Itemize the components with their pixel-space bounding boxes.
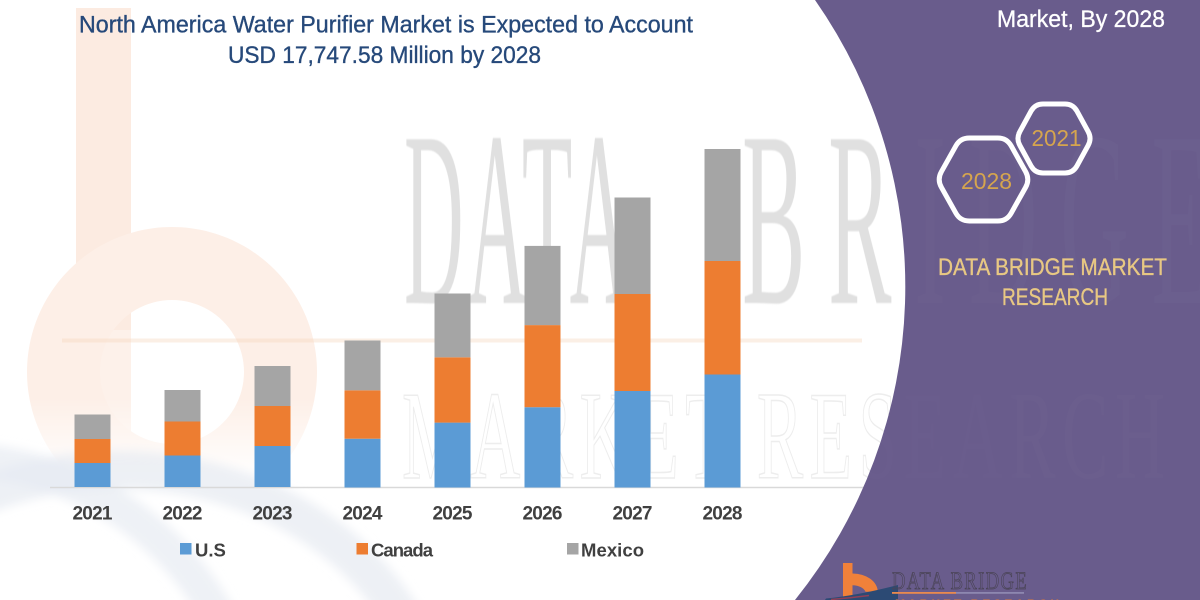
svg-text:2021: 2021 (73, 504, 113, 525)
svg-text:2023: 2023 (253, 504, 293, 525)
svg-text:U.S: U.S (195, 540, 226, 561)
svg-text:2024: 2024 (343, 504, 383, 525)
svg-text:Canada: Canada (371, 540, 434, 561)
svg-text:2028: 2028 (703, 504, 743, 525)
svg-text:2022: 2022 (163, 504, 203, 525)
svg-text:DATA BRIDGE: DATA BRIDGE (892, 566, 1028, 595)
svg-text:2027: 2027 (613, 504, 653, 525)
svg-text:MARKET RESEARCH: MARKET RESEARCH (895, 597, 1062, 600)
svg-text:USD 17,747.58 Million by 2028: USD 17,747.58 Million by 2028 (228, 42, 541, 69)
svg-text:DATA BRIDGE MARKET: DATA BRIDGE MARKET (938, 254, 1167, 281)
svg-text:Mexico: Mexico (581, 540, 644, 561)
svg-text:North America Water Purifier M: North America Water Purifier Market is E… (79, 12, 693, 39)
svg-text:RESEARCH: RESEARCH (1002, 284, 1108, 311)
svg-text:2025: 2025 (433, 504, 473, 525)
svg-text:2021: 2021 (1032, 125, 1082, 151)
svg-text:2026: 2026 (523, 504, 563, 525)
svg-text:2028: 2028 (961, 168, 1012, 194)
svg-text:Market, By 2028: Market, By 2028 (997, 6, 1165, 33)
